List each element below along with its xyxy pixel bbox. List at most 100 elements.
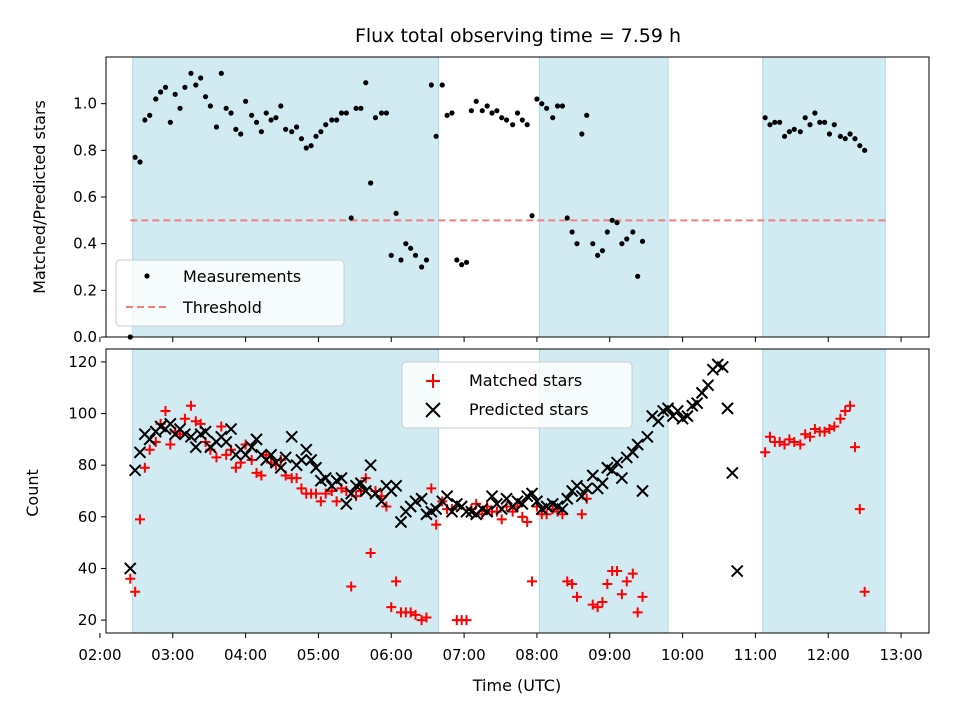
measurement-point [639, 238, 646, 244]
matched-star-point [602, 578, 613, 589]
measurement-point [329, 117, 335, 123]
x-tick-label: 13:00 [879, 646, 922, 664]
measurement-point [172, 91, 178, 97]
matched-star-point [139, 462, 150, 473]
measurement-point [318, 129, 324, 135]
matched-star-point [779, 439, 790, 450]
measurement-point [514, 110, 521, 116]
measurement-point [388, 252, 394, 258]
measurement-point [348, 215, 354, 221]
measurement-point [802, 115, 808, 121]
measurement-point [569, 229, 575, 235]
matched-star-point [507, 506, 518, 517]
measurement-point [444, 112, 450, 118]
measurement-point [624, 236, 630, 242]
predicted-star-point [364, 458, 377, 472]
y-tick-label: 1.0 [73, 95, 97, 113]
matched-star-point [627, 568, 638, 579]
measurement-point [609, 217, 615, 223]
predicted-star-point [309, 461, 323, 474]
measurement-point [604, 229, 610, 235]
legend-matched-marker [426, 374, 440, 388]
measurement-point [777, 119, 783, 125]
x-tick-label: 02:00 [78, 646, 121, 664]
measurement-point [338, 110, 345, 116]
matched-star-point [597, 597, 608, 608]
measurement-point [289, 129, 295, 135]
measurement-point [489, 110, 495, 116]
measurement-point [619, 241, 625, 247]
measurement-point [503, 117, 510, 123]
matched-star-point [522, 516, 533, 527]
predicted-star-point [133, 446, 147, 459]
bottom-panel: 20 40 60 80 100 120 02:00 03:00 04:00 05:00 06:00… [23, 348, 930, 695]
predicted-star-point [610, 456, 624, 469]
measurement-point [334, 117, 340, 123]
predicted-star-point [245, 440, 258, 454]
predicted-stars-layer [124, 358, 744, 578]
top-legend-box [115, 259, 345, 327]
measurement-point [807, 122, 813, 128]
x-tick-label: 07:00 [442, 646, 485, 664]
y-tick-label: 60 [78, 508, 97, 526]
predicted-star-point [726, 466, 739, 480]
measurement-point [463, 259, 470, 265]
predicted-star-point [716, 360, 729, 374]
x-tick-label: 09:00 [588, 646, 631, 664]
measurement-point [529, 213, 535, 219]
matched-star-point [261, 449, 272, 460]
measurement-point [412, 252, 419, 258]
measurement-point [408, 245, 414, 251]
predicted-star-point [485, 489, 499, 503]
measurement-point [158, 89, 164, 95]
matched-star-point [426, 483, 437, 494]
measurement-point [762, 115, 768, 121]
matched-star-point [592, 602, 603, 613]
measurement-point [817, 119, 823, 125]
top-legend: Measurements Threshold [115, 259, 345, 327]
x-tick-label: 06:00 [370, 646, 413, 664]
predicted-star-point [495, 502, 508, 516]
predicted-star-point [580, 482, 593, 495]
measurement-point [263, 110, 269, 116]
predicted-star-point [304, 453, 318, 467]
measurement-point [358, 105, 364, 111]
predicted-star-point [219, 435, 233, 449]
measurement-point [323, 122, 329, 128]
matched-star-point [320, 488, 331, 499]
measurement-point [439, 82, 445, 88]
measurement-point [177, 105, 183, 111]
measurement-point [459, 262, 465, 268]
matched-star-point [527, 576, 538, 587]
measurement-point [574, 241, 580, 247]
measurement-point [298, 136, 305, 142]
measurement-point [283, 126, 289, 132]
bottom-plot-frame [105, 348, 930, 634]
measurement-point [781, 133, 788, 139]
predicted-star-point [189, 440, 203, 454]
measurement-point [273, 115, 279, 121]
predicted-star-point [429, 502, 443, 516]
measurement-point [253, 119, 260, 125]
predicted-star-point [731, 564, 744, 578]
measurement-point [372, 115, 379, 121]
predicted-star-point [264, 448, 278, 462]
measurement-point [857, 143, 863, 149]
measurement-point [223, 105, 229, 111]
top-x-ticks [99, 337, 902, 342]
top-y-ticks: 0.0 0.2 0.4 0.6 0.8 1.0 [73, 95, 106, 346]
predicted-star-point [440, 489, 454, 503]
predicted-star-point [354, 477, 368, 490]
predicted-star-point [681, 409, 694, 423]
measurement-point [454, 257, 460, 263]
chart-title: Flux total observing time = 7.59 h [355, 25, 681, 47]
predicted-star-point [394, 515, 408, 529]
measurement-point [550, 115, 556, 121]
measurement-point [524, 122, 530, 128]
matched-star-point [829, 421, 840, 432]
measurement-point [198, 75, 204, 81]
measurement-point [767, 122, 773, 128]
predicted-star-point [575, 489, 589, 503]
measurement-point [393, 210, 399, 216]
